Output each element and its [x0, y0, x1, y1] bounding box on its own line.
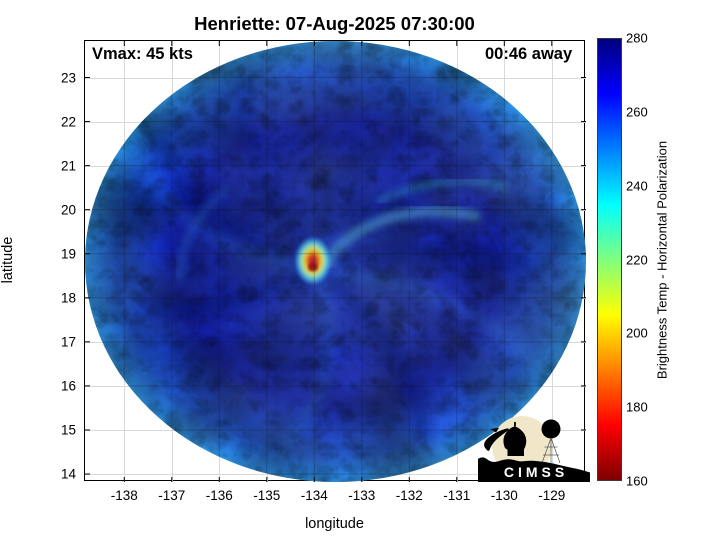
svg-text:CIMSS: CIMSS: [504, 464, 568, 480]
